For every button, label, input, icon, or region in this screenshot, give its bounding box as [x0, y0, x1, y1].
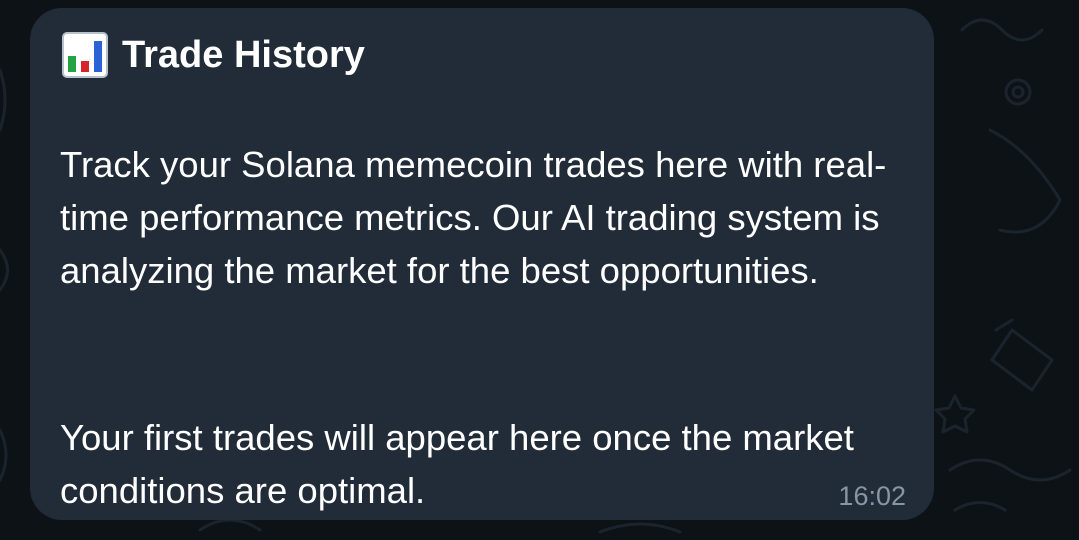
message-bubble[interactable]: Trade History Track your Solana memecoin… [30, 8, 934, 520]
message-paragraph-intro: Track your Solana memecoin trades here w… [60, 144, 887, 291]
bar-chart-emoji-icon [62, 32, 108, 78]
message-header: Trade History [62, 30, 365, 80]
message-paragraph-status: Your first trades will appear here once … [60, 417, 854, 511]
message-timestamp: 16:02 [838, 481, 906, 511]
message-title: Trade History [122, 34, 365, 76]
